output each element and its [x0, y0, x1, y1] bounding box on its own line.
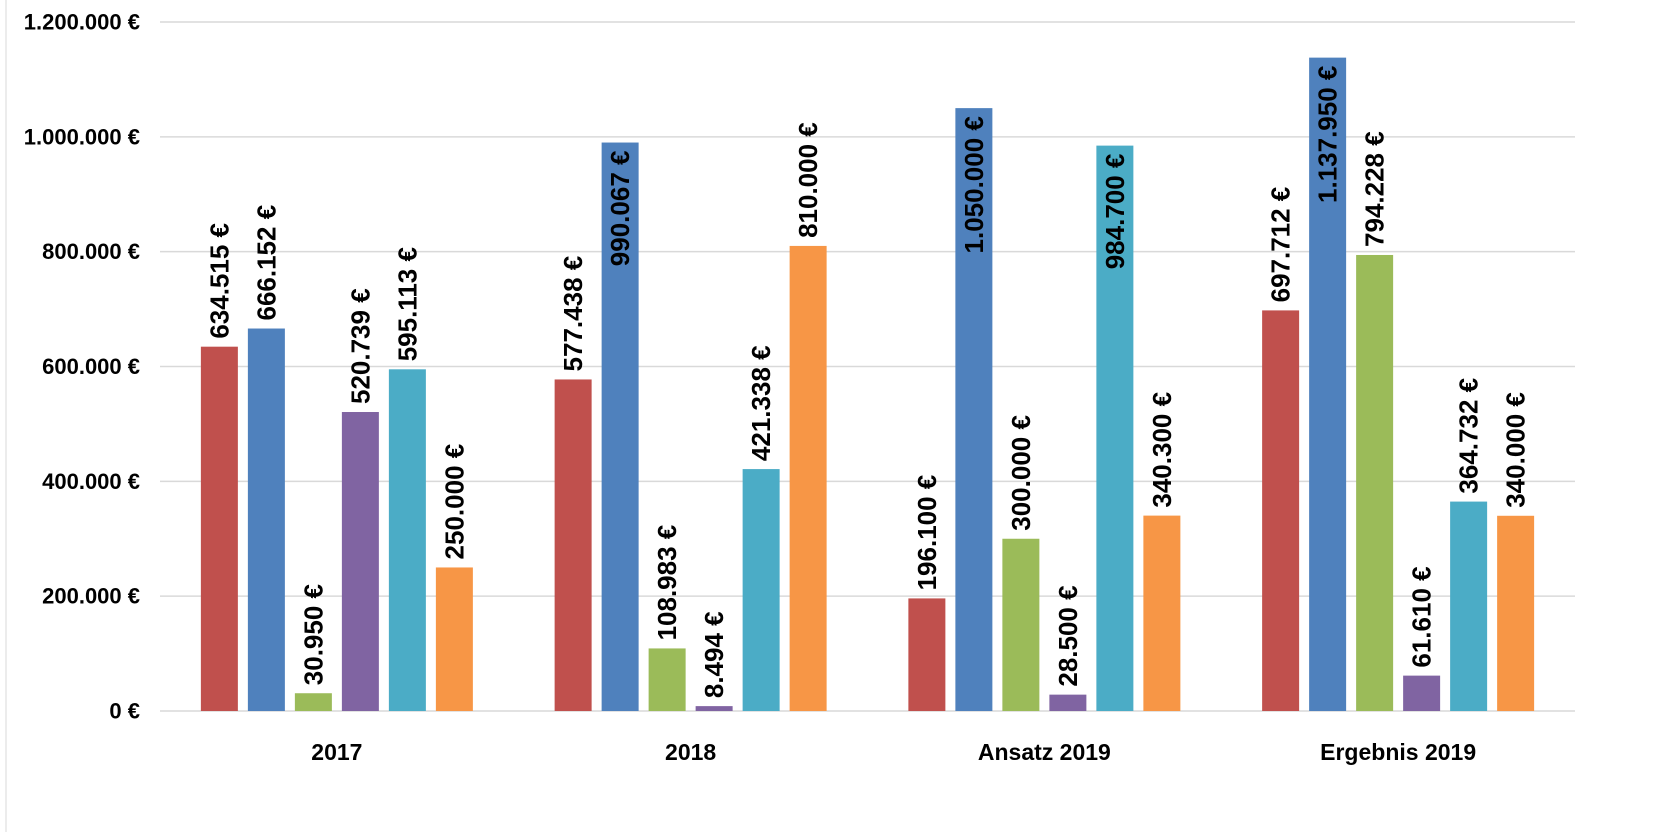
bar: [200, 346, 238, 711]
value-label: 340.000 €: [1501, 392, 1531, 508]
value-label: 196.100 €: [912, 475, 942, 591]
value-label: 1.137.950 €: [1313, 66, 1343, 203]
bar: [955, 108, 993, 711]
bar: [1049, 694, 1087, 711]
bar: [388, 369, 426, 711]
value-label: 595.113 €: [392, 247, 422, 361]
bar: [908, 598, 946, 711]
y-tick-label: 1.000.000 €: [24, 124, 140, 149]
bar: [1262, 310, 1300, 711]
bar: [1002, 538, 1040, 711]
y-tick-label: 1.200.000 €: [24, 10, 140, 35]
value-label: 520.739 €: [345, 288, 375, 404]
bar: [601, 142, 639, 712]
y-tick-label: 800.000 €: [42, 239, 140, 264]
bar: [435, 567, 473, 711]
value-label: 250.000 €: [439, 444, 469, 560]
value-label: 984.700 €: [1100, 154, 1130, 270]
bar: [1096, 145, 1134, 711]
bar: [695, 706, 733, 711]
value-label: 340.300 €: [1147, 392, 1177, 508]
bar: [554, 379, 592, 711]
y-tick-label: 200.000 €: [42, 584, 140, 609]
x-tick-label: 2017: [311, 739, 362, 765]
value-label: 1.050.000 €: [959, 116, 989, 253]
value-label: 634.515 €: [204, 223, 234, 339]
value-label: 990.067 €: [605, 151, 635, 267]
y-tick-label: 0 €: [109, 699, 140, 724]
value-label: 794.228 €: [1360, 131, 1390, 247]
value-label: 30.950 €: [298, 584, 328, 685]
value-label: 108.983 €: [652, 525, 682, 641]
value-label: 666.152 €: [251, 205, 281, 321]
x-tick-label: 2018: [665, 739, 716, 765]
value-label: 28.500 €: [1053, 585, 1083, 686]
bar: [1497, 515, 1535, 711]
value-label: 577.438 €: [558, 256, 588, 372]
value-label: 421.338 €: [746, 345, 776, 461]
bar: [742, 469, 780, 711]
bar: [341, 412, 379, 711]
bar: [789, 245, 827, 712]
value-label: 61.610 €: [1407, 566, 1437, 667]
bar: [1309, 57, 1347, 712]
bar: [247, 328, 285, 711]
y-tick-label: 400.000 €: [42, 469, 140, 494]
bar: [1403, 675, 1441, 711]
bar: [294, 693, 332, 711]
x-tick-label: Ansatz 2019: [978, 739, 1111, 765]
value-label: 300.000 €: [1006, 415, 1036, 531]
bar: [648, 648, 686, 711]
value-label: 810.000 €: [793, 122, 823, 238]
bar: [1450, 501, 1488, 711]
bar: [1143, 515, 1181, 711]
value-label: 8.494 €: [699, 611, 729, 698]
x-tick-label: Ergebnis 2019: [1320, 739, 1476, 765]
bar: [1356, 254, 1394, 711]
value-label: 697.712 €: [1266, 187, 1296, 303]
value-label: 364.732 €: [1454, 378, 1484, 494]
y-tick-label: 600.000 €: [42, 354, 140, 379]
